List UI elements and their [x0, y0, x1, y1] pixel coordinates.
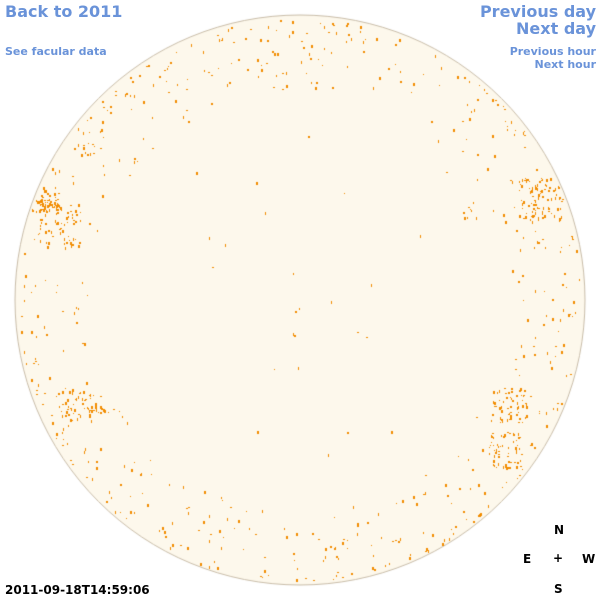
- observation-timestamp: 2011-09-18T14:59:06: [5, 583, 150, 597]
- compass-north-label: N: [554, 523, 565, 537]
- previous-hour-link[interactable]: Previous hour: [509, 45, 596, 58]
- compass-east-label: E: [523, 552, 532, 566]
- back-to-year-link[interactable]: Back to 2011: [5, 2, 123, 21]
- see-facular-data-link[interactable]: See facular data: [5, 45, 107, 58]
- previous-day-link[interactable]: Previous day: [479, 2, 596, 21]
- compass-south-label: S: [554, 582, 563, 596]
- next-hour-link[interactable]: Next hour: [534, 58, 597, 71]
- next-day-link[interactable]: Next day: [516, 19, 596, 38]
- compass-west-label: W: [582, 552, 596, 566]
- compass-center-mark: +: [553, 551, 564, 565]
